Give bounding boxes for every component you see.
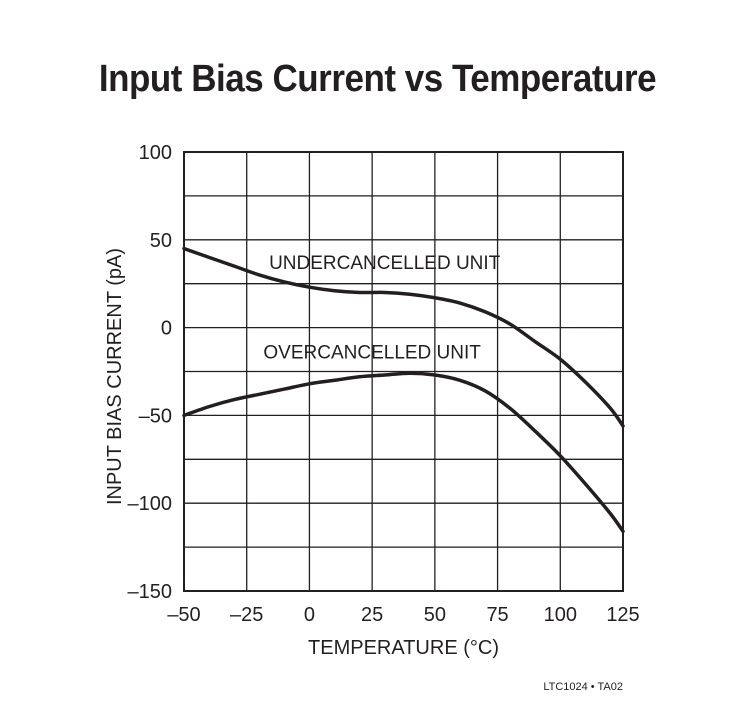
x-tick-label: 125 bbox=[606, 604, 639, 626]
x-axis-title: TEMPERATURE (°C) bbox=[308, 637, 499, 659]
y-tick-label: –100 bbox=[128, 493, 173, 515]
x-tick-label: 75 bbox=[486, 604, 508, 626]
y-tick-label: –150 bbox=[128, 581, 173, 603]
series-labels: UNDERCANCELLED UNIT OVERCANCELLED UNIT bbox=[263, 253, 500, 364]
y-tick-label: –50 bbox=[139, 405, 172, 427]
x-tick-label: 100 bbox=[544, 604, 577, 626]
chart-title: Input Bias Current vs Temperature bbox=[98, 58, 657, 100]
x-tick-label: 25 bbox=[361, 604, 383, 626]
x-tick-label: 0 bbox=[304, 604, 315, 626]
series-line-overcancelled bbox=[182, 371, 625, 534]
y-axis-title: INPUT BIAS CURRENT (pA) bbox=[104, 248, 126, 505]
figure-code: LTC1024 • TA02 bbox=[543, 681, 623, 693]
y-tick-label: 0 bbox=[161, 318, 172, 340]
series-line-undercancelled bbox=[182, 246, 625, 428]
x-tick-label: 50 bbox=[424, 604, 446, 626]
x-tick-label: –25 bbox=[230, 604, 263, 626]
grid bbox=[183, 151, 624, 592]
series-label-undercancelled: UNDERCANCELLED UNIT bbox=[269, 253, 501, 274]
series-lines bbox=[182, 246, 625, 534]
x-tick-label: –50 bbox=[167, 604, 200, 626]
plot-frame bbox=[183, 151, 624, 592]
y-tick-label: 100 bbox=[139, 142, 172, 164]
tick-labels: –50 –25 0 25 50 75 100 125 100 50 0 –50 –100 –150 bbox=[128, 142, 640, 626]
y-tick-label: 50 bbox=[150, 230, 172, 252]
series-label-overcancelled: OVERCANCELLED UNIT bbox=[263, 342, 481, 363]
